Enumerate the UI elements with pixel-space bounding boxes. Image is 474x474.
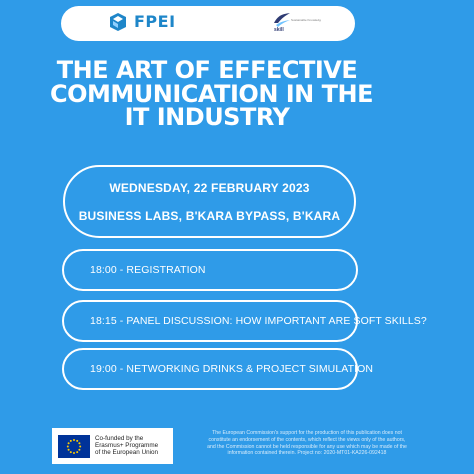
agenda-item-registration: 18:00 - REGISTRATION [62, 249, 358, 291]
event-date: WEDNESDAY, 22 FEBRUARY 2023 [109, 180, 310, 195]
agenda-item-networking: 19:00 - NETWORKING DRINKS & PROJECT SIMU… [62, 348, 373, 390]
eu-funding-line: of the European Union [95, 449, 159, 457]
agenda-item-label: 19:00 - NETWORKING DRINKS & PROJECT SIMU… [90, 363, 374, 375]
agenda-item-panel-discussion: 18:15 - PANEL DISCUSSION: HOW IMPORTANT … [62, 300, 427, 342]
fpei-brand-text: FPEI [134, 12, 176, 31]
logo-bar: FPEI skill Sustainable Knowledge & Innov… [61, 6, 355, 41]
eu-funding-text: Co-funded by the Erasmus+ Programme of t… [95, 434, 159, 457]
disclaimer-line: The European Commission's support for th… [212, 430, 402, 436]
skill-caption: Sustainable Knowledge & Innovation in Le… [291, 19, 321, 22]
agenda-item-label: 18:15 - PANEL DISCUSSION: HOW IMPORTANT … [90, 315, 427, 327]
skill-logo-icon [274, 13, 290, 27]
disclaimer-line: constitute an endorsement of the content… [208, 436, 406, 443]
event-title-line: IT INDUSTRY [124, 103, 290, 132]
agenda-item-label: 18:00 - REGISTRATION [90, 264, 206, 276]
eu-funding-line: Co-funded by the [95, 434, 144, 442]
disclaimer-line: and the Commission cannot be held respon… [207, 443, 407, 450]
event-title: THE ART OF EFFECTIVE COMMUNICATION IN TH… [50, 56, 373, 132]
eu-funding-line: Erasmus+ Programme [95, 441, 159, 449]
disclaimer-line: information contained therein. Project n… [227, 450, 387, 457]
fpei-logo: FPEI [108, 12, 176, 32]
eu-disclaimer: The European Commission's support for th… [185, 430, 429, 457]
event-title-line: THE ART OF EFFECTIVE [56, 56, 358, 84]
eu-flag-icon [58, 434, 90, 458]
eu-stars-icon [58, 434, 90, 458]
event-location: BUSINESS LABS, B'KARA BYPASS, B'KARA [78, 208, 341, 223]
eu-funding-badge: Co-funded by the Erasmus+ Programme of t… [52, 428, 173, 464]
event-title-line: COMMUNICATION IN THE [50, 79, 373, 108]
skill-logo: skill Sustainable Knowledge & Innovation… [271, 11, 321, 37]
skill-brand-text: skill [274, 27, 284, 33]
event-details-card: WEDNESDAY, 22 FEBRUARY 2023 BUSINESS LAB… [63, 165, 356, 238]
fpei-logo-icon [110, 13, 126, 31]
